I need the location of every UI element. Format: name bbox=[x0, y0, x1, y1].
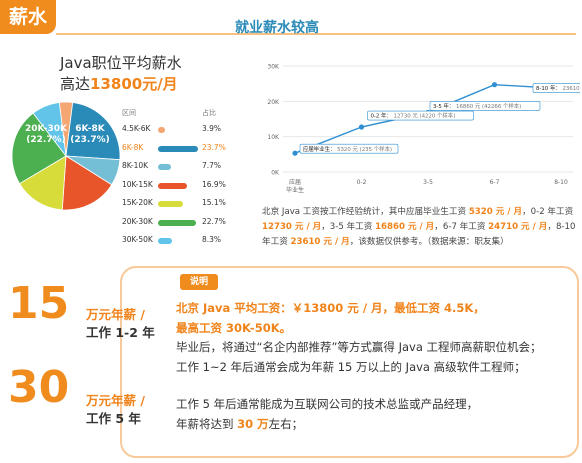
x-tick-label: 毕业生 bbox=[286, 186, 304, 194]
info-line-1: 毕业后，将通过“名企内部推荐”等方式赢得 Java 工程师高薪职位机会； bbox=[176, 340, 542, 354]
avg-salary-value: 13800元/月 bbox=[90, 75, 178, 93]
section-tag: 薪水 bbox=[0, 0, 56, 34]
section-divider bbox=[56, 33, 576, 35]
legend-pct-label: 3.9% bbox=[202, 124, 222, 133]
avg-salary-highlight: 北京 Java 平均工资：￥13800 元 / 月，最低工资 4.5K， bbox=[176, 301, 485, 315]
legend-bar bbox=[158, 182, 187, 189]
legend-bar bbox=[158, 127, 165, 133]
legend-pct-label: 22.7% bbox=[202, 216, 226, 226]
point-annotation-box bbox=[299, 143, 399, 154]
legend-range-label: 4.5K-6K bbox=[122, 124, 151, 133]
salary-line-chart: 0K 10K 20K 30K 应届毕业生 0-2 3-5 6-7 8-10 应届毕业生： 5320… bbox=[267, 64, 580, 194]
avg-salary-title: Java职位平均薪水 bbox=[60, 54, 182, 72]
info-line-2: 工作 1~2 年后通常会成为年薪 15 万以上的 Java 高级软件工程师； bbox=[176, 360, 526, 374]
legend-pct-label: 7.7% bbox=[202, 161, 222, 170]
avg-salary-subtitle: 高达13800元/月 bbox=[60, 75, 178, 93]
point-annotation-label: 3-5 年： 16860 元 (42266 个样本) bbox=[433, 102, 521, 110]
y-tick-label: 0K bbox=[271, 170, 280, 177]
point-annotation-label: 8-10 年： 23610 元 (10417 个样本) bbox=[536, 84, 580, 92]
max-salary-highlight: 最高工资 30K-50K。 bbox=[176, 321, 292, 335]
legend-bar bbox=[158, 219, 197, 226]
salary-point bbox=[358, 124, 365, 130]
legend-bar bbox=[158, 238, 172, 244]
legend-bar bbox=[158, 145, 198, 152]
point-annotation-box bbox=[367, 110, 474, 121]
line-chart-caption: 北京 Java 工资按工作经验统计，其中应届毕业生工资 5320 元 / 月，0… bbox=[262, 207, 576, 247]
pie-slice-30k-50k bbox=[32, 101, 67, 158]
legend-range-label: 15K-20K bbox=[122, 198, 153, 207]
legend-bar bbox=[158, 164, 171, 170]
y-tick-label: 10K bbox=[267, 134, 280, 141]
chart-title: 就业薪水较高 bbox=[235, 20, 319, 36]
legend-pct-label: 15.1% bbox=[202, 198, 226, 207]
info-line-4: 年薪将达到 30 万左右； bbox=[176, 417, 304, 431]
x-tick-label: 6-7 bbox=[490, 179, 500, 186]
legend-header-range: 区间 bbox=[122, 109, 136, 117]
legend-pct-label: 8.3% bbox=[202, 235, 222, 244]
salary-pie-chart bbox=[11, 101, 121, 211]
salary-30-number: 30 bbox=[8, 362, 70, 413]
point-annotation-label: 0-2 年： 12730 元 (4220 个样本) bbox=[371, 112, 456, 120]
pie-label-20k-30k: 20K-30K (22.7%) bbox=[25, 124, 67, 145]
point-annotation-box bbox=[532, 83, 580, 93]
legend-range-label: 30K-50K bbox=[122, 235, 153, 244]
explanation-box bbox=[120, 266, 579, 458]
salary-point bbox=[292, 150, 298, 156]
note-tag: 说明 bbox=[180, 274, 218, 290]
salary-15-label: 万元年薪 / 工作 1-2 年 bbox=[86, 307, 155, 340]
salary-15-number: 15 bbox=[8, 278, 70, 329]
legend-pct-label: 23.7% bbox=[202, 142, 226, 152]
x-tick-label: 3-5 bbox=[423, 179, 433, 186]
x-tick-label: 8-10 bbox=[554, 179, 568, 186]
pie-slice-15k-20k bbox=[19, 155, 67, 211]
pie-slice-10k-15k bbox=[61, 155, 113, 211]
legend-range-label: 20K-30K bbox=[122, 216, 153, 226]
legend-bar bbox=[158, 201, 184, 207]
pie-slice-6k-8k bbox=[65, 101, 121, 161]
legend-pct-label: 16.9% bbox=[202, 179, 226, 189]
salary-30-label: 万元年薪 / 工作 5 年 bbox=[86, 393, 145, 426]
x-tick-label: 应届 bbox=[289, 178, 301, 186]
x-tick-label: 0-2 bbox=[357, 179, 367, 186]
pie-slice-20k-30k bbox=[11, 112, 67, 185]
salary-point bbox=[491, 82, 498, 88]
point-annotation-box bbox=[429, 101, 541, 111]
y-tick-label: 20K bbox=[267, 99, 280, 106]
point-annotation-label: 应届毕业生： 5320 元 (235 个样本) bbox=[303, 145, 392, 153]
info-line-3: 工作 5 年后通常能成为互联网公司的技术总监或产品经理， bbox=[176, 397, 479, 411]
y-tick-label: 30K bbox=[267, 64, 280, 71]
legend-range-label: 10K-15K bbox=[122, 179, 153, 189]
legend-range-label: 8K-10K bbox=[122, 161, 149, 170]
legend-range-label: 6K-8K bbox=[122, 142, 144, 152]
legend-header-pct: 占比 bbox=[202, 109, 216, 117]
pie-label-6k-8k: 6K-8K (23.7%) bbox=[70, 124, 110, 145]
